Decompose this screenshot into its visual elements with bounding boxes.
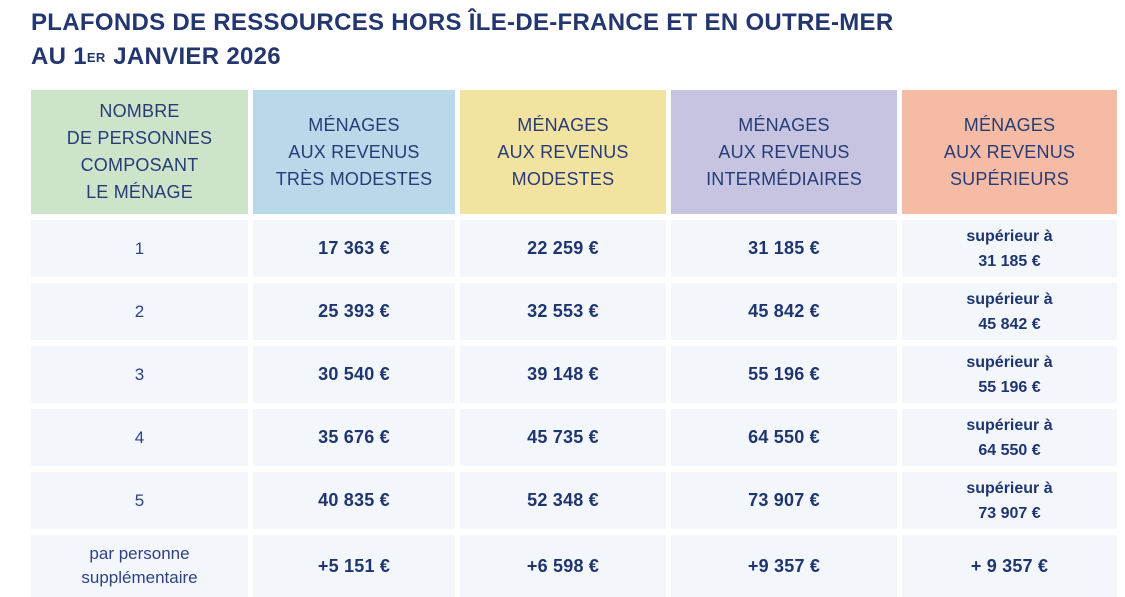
value-cell: 22 259 € bbox=[460, 220, 666, 277]
row-label-cell: 3 bbox=[31, 346, 248, 403]
value-cell: 45 842 € bbox=[671, 283, 897, 340]
value-cell: 25 393 € bbox=[253, 283, 455, 340]
title-date-prefix: AU 1 bbox=[31, 43, 87, 70]
value-cell: 35 676 € bbox=[253, 409, 455, 466]
title-line-2: AU 1ER JANVIER 2026 bbox=[31, 43, 281, 70]
value-cell: 40 835 € bbox=[253, 472, 455, 529]
title-date-suffix: JANVIER 2026 bbox=[113, 43, 281, 70]
row-label-cell: 5 bbox=[31, 472, 248, 529]
value-cell: 32 553 € bbox=[460, 283, 666, 340]
value-cell: +6 598 € bbox=[460, 535, 666, 597]
value-cell: 39 148 € bbox=[460, 346, 666, 403]
header-cell-modestes: MÉNAGES AUX REVENUS MODESTES bbox=[460, 90, 666, 214]
value-cell: 73 907 € bbox=[671, 472, 897, 529]
row-label-cell: 1 bbox=[31, 220, 248, 277]
value-cell: supérieur à 55 196 € bbox=[902, 346, 1117, 403]
value-cell: 30 540 € bbox=[253, 346, 455, 403]
header-cell-intermediaires: MÉNAGES AUX REVENUS INTERMÉDIAIRES bbox=[671, 90, 897, 214]
value-cell: 45 735 € bbox=[460, 409, 666, 466]
resource-ceilings-table: NOMBRE DE PERSONNES COMPOSANT LE MÉNAGE … bbox=[31, 90, 1117, 597]
value-cell: supérieur à 31 185 € bbox=[902, 220, 1117, 277]
value-cell: 17 363 € bbox=[253, 220, 455, 277]
value-cell: supérieur à 73 907 € bbox=[902, 472, 1117, 529]
value-cell: 31 185 € bbox=[671, 220, 897, 277]
value-cell: supérieur à 45 842 € bbox=[902, 283, 1117, 340]
value-cell: supérieur à 64 550 € bbox=[902, 409, 1117, 466]
row-label-cell: 4 bbox=[31, 409, 248, 466]
header-cell-superieurs: MÉNAGES AUX REVENUS SUPÉRIEURS bbox=[902, 90, 1117, 214]
value-cell: +5 151 € bbox=[253, 535, 455, 597]
value-cell: +9 357 € bbox=[671, 535, 897, 597]
header-cell-tres-modestes: MÉNAGES AUX REVENUS TRÈS MODESTES bbox=[253, 90, 455, 214]
value-cell: 64 550 € bbox=[671, 409, 897, 466]
title-line-1: PLAFONDS DE RESSOURCES HORS ÎLE-DE-FRANC… bbox=[31, 9, 894, 36]
value-cell: + 9 357 € bbox=[902, 535, 1117, 597]
header-cell-nombre-personnes: NOMBRE DE PERSONNES COMPOSANT LE MÉNAGE bbox=[31, 90, 248, 214]
value-cell: 52 348 € bbox=[460, 472, 666, 529]
row-label-cell: par personne supplémentaire bbox=[31, 535, 248, 597]
row-label-cell: 2 bbox=[31, 283, 248, 340]
page-title: PLAFONDS DE RESSOURCES HORS ÎLE-DE-FRANC… bbox=[31, 6, 1125, 74]
title-ordinal-superscript: ER bbox=[86, 50, 106, 65]
value-cell: 55 196 € bbox=[671, 346, 897, 403]
